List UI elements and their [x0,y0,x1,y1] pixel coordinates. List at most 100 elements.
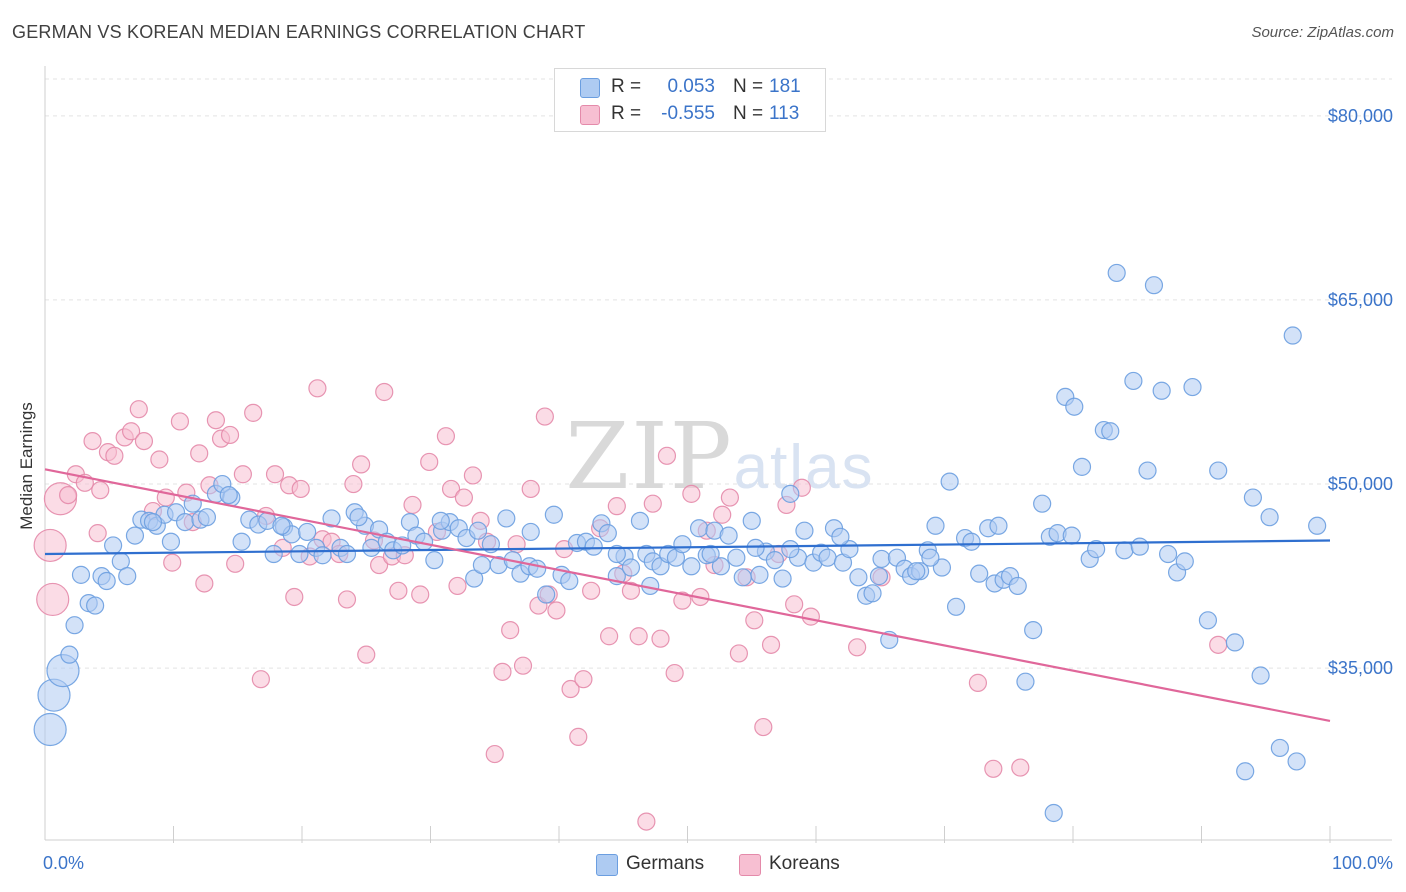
korean-point [521,479,540,499]
y-tick-label: $35,000 [1328,658,1393,678]
german-point [621,558,641,577]
german-point [711,557,731,576]
korean-point [226,554,245,573]
german-point [1033,494,1052,513]
german-point [465,569,484,588]
korean-point [582,581,601,600]
german-point [818,548,837,567]
german-point [932,558,952,577]
korean-point [134,431,154,451]
german-point [773,569,792,588]
german-point [831,527,850,546]
korean-point [265,465,285,484]
korean-point [436,427,456,446]
german-point [1072,457,1092,476]
korean-point [600,627,619,646]
german-point [521,522,540,542]
german-point [1087,540,1106,559]
german-point [689,519,709,538]
korean-point [150,450,169,469]
german-point [175,512,195,532]
german-point [795,521,814,540]
korean-point [88,524,107,543]
german-point [1287,752,1306,771]
german-point [682,557,701,576]
german-point [71,565,91,584]
german-point [1065,397,1084,416]
german-point [60,645,79,664]
legend-label: Germans [626,853,705,874]
german-point [849,568,868,587]
german-point [765,551,784,570]
korean-point [59,485,78,505]
german-point [1101,422,1120,441]
trend-lines [44,468,1331,723]
chart-title: GERMAN VS KOREAN MEDIAN EARNINGS CORRELA… [12,22,586,42]
german-point [940,472,959,491]
german-point [970,564,989,583]
y-tick-label: $50,000 [1328,474,1393,494]
gridlines [45,78,1392,669]
korean-point [493,662,512,681]
german-point [733,568,752,587]
korean-point [83,431,102,451]
axes [44,66,1392,843]
german-point [1158,544,1178,564]
x-tick-labels: 0.0% 100.0% [43,853,1393,873]
korean-point [785,595,804,614]
n-label: N = [733,76,764,97]
y-tick-labels: $35,000 $50,000 $65,000 $80,000 [1328,106,1393,678]
series-legend: Germans Koreans [0,852,1406,878]
german-point [544,505,563,524]
watermark-zip: ZIP [565,403,733,510]
german-point [701,544,720,564]
korean-point [244,403,263,422]
german-point [1107,263,1126,283]
korean-point [657,446,677,465]
german-point [1144,276,1164,295]
german-point [431,511,450,530]
german-point [746,538,765,557]
german-point [630,511,650,530]
koreans-swatch [739,854,761,876]
german-point [197,508,217,527]
german-point [1062,526,1081,545]
german-point [537,585,556,604]
german-point [1175,552,1194,571]
x-tick-label: 100.0% [1332,853,1393,873]
legend-row-koreans: R = -0.555 N = 113 [555,101,825,127]
german-point [1016,672,1035,691]
korean-point [121,422,141,441]
german-point [1044,803,1063,823]
german-point [65,616,84,635]
german-point [1308,516,1327,535]
x-tick-label: 0.0% [43,853,84,873]
correlation-legend: R = 0.053 N = 181 R = -0.555 N = 113 [554,68,826,132]
german-point [1115,541,1134,560]
german-point [86,596,105,615]
korean-point [411,585,430,604]
german-point [97,571,116,591]
koreans-swatch [580,105,600,125]
korean-point [195,574,214,593]
korean-point [637,812,656,831]
korean-point [643,494,662,513]
korean-point [352,455,371,474]
german-point [264,544,283,564]
german-point [1152,381,1171,400]
korean-trend-line [44,468,1331,723]
korean-point [190,444,209,463]
korean-point [170,412,190,431]
korean-point [651,629,670,648]
korean-point [36,582,70,617]
germans-swatch [580,78,600,98]
korean-point [441,479,461,499]
german-point [362,538,381,557]
korean-point [485,744,504,764]
korean-point [848,638,867,657]
german-point [598,524,617,543]
german-point [1198,611,1218,630]
n-value: 181 [769,76,801,97]
korean-point [569,727,588,746]
korean-point [968,673,988,692]
